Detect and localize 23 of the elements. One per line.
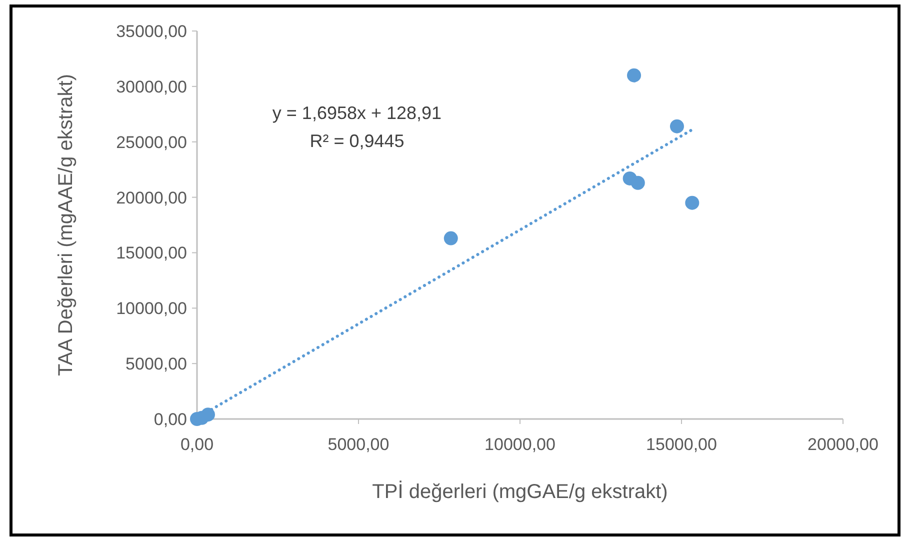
x-tick-label: 10000,00 — [484, 435, 556, 454]
y-tick-label: 25000,00 — [116, 132, 187, 152]
y-tick-label: 15000,00 — [116, 244, 187, 263]
annotation: y = 1,6958x + 128,91 — [272, 103, 442, 123]
y-tick-label: 0,00 — [154, 410, 187, 429]
point — [200, 408, 215, 422]
y-tick-label: 20000,00 — [116, 188, 187, 208]
y-axis-title: TAA Değerleri (mgAAE/g ekstrakt) — [55, 74, 77, 376]
y-tick-label: 5000,00 — [126, 354, 187, 374]
y-tick-label: 35000,00 — [116, 22, 187, 41]
point — [444, 231, 458, 246]
x-tick-label: 20000,00 — [808, 435, 878, 454]
y-tick-label: 30000,00 — [116, 77, 187, 96]
point — [670, 119, 684, 134]
x-tick-label: 15000,00 — [646, 435, 717, 454]
x-tick-label: 5000,00 — [328, 435, 390, 454]
x-axis-title: TPİ değerleri (mgGAE/g ekstrakt) — [372, 480, 668, 503]
y-tick-label: 10000,00 — [116, 299, 187, 318]
point — [630, 176, 645, 190]
point — [627, 68, 642, 82]
point — [685, 196, 700, 210]
annotation: R² = 0,9445 — [310, 131, 404, 151]
x-tick-label: 0,00 — [180, 435, 214, 454]
